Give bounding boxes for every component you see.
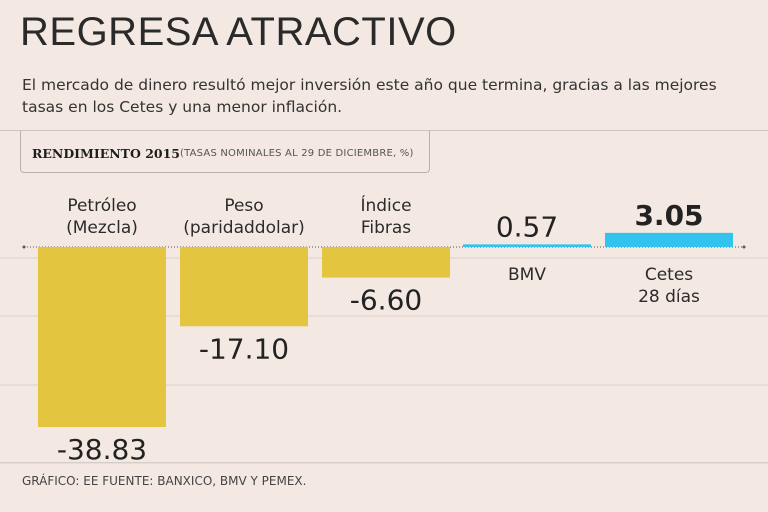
- category-label-4-1: 28 días: [638, 287, 700, 307]
- panel-frame: [20, 131, 430, 173]
- chart-title: REGRESA ATRACTIVO: [20, 10, 457, 54]
- value-label-2: -6.60: [350, 284, 422, 317]
- value-label-1: -17.10: [199, 332, 289, 365]
- source-note: GRÁFICO: EE FUENTE: BANXICO, BMV Y PEMEX…: [22, 474, 307, 488]
- category-label-0-1: (Mezcla): [66, 218, 138, 238]
- category-label-4-0: Cetes: [645, 265, 693, 285]
- value-label-0: -38.83: [57, 433, 147, 466]
- bar-4: [605, 232, 733, 247]
- value-label-3: 0.57: [496, 210, 558, 243]
- chart-subtitle: El mercado de dinero resultó mejor inver…: [22, 76, 717, 116]
- axis-end-left: [22, 245, 26, 249]
- bar-1: [180, 247, 308, 327]
- category-label-0-0: Petróleo: [67, 196, 136, 216]
- category-label-2-1: Fibras: [361, 218, 411, 238]
- top-divider: [0, 130, 768, 131]
- category-label-3-0: BMV: [508, 265, 546, 285]
- panel-subtitle: (TASAS NOMINALES AL 29 DE DICIEMBRE, %): [180, 148, 414, 159]
- value-label-4: 3.05: [634, 199, 703, 232]
- bottom-divider: [0, 462, 768, 463]
- bar-3: [463, 244, 591, 247]
- category-label-1-0: Peso: [224, 196, 263, 216]
- bar-chart: -38.83 Petróleo(Mezcla) -17.10 Peso(paridad…: [0, 194, 768, 466]
- category-label-2-0: Índice: [360, 194, 411, 216]
- bar-2: [322, 247, 450, 278]
- category-label-1-1: (paridaddolar): [183, 218, 305, 238]
- bar-0: [38, 247, 166, 427]
- axis-end-right: [742, 245, 746, 249]
- panel-title: RENDIMIENTO 2015: [32, 146, 180, 161]
